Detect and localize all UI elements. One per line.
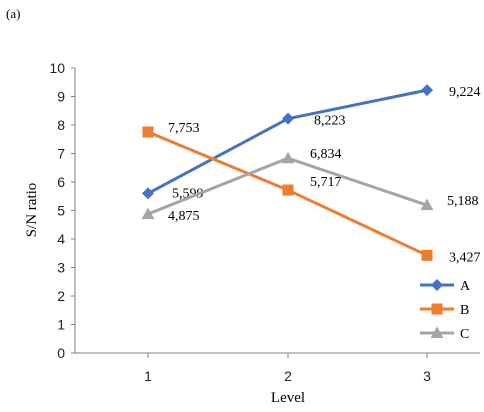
data-point-C <box>281 151 295 164</box>
panel-label: (a) <box>6 6 21 21</box>
legend-item-C: C <box>420 326 469 342</box>
series-C: 4,875 6,834 5,188 <box>141 147 479 224</box>
legend-marker <box>431 279 443 291</box>
data-point-B <box>142 126 154 138</box>
legend-marker <box>430 326 444 338</box>
y-tick-label: 1 <box>57 317 65 333</box>
x-tick-label: 1 <box>144 368 152 384</box>
x-tick-label: 2 <box>284 368 292 384</box>
y-tick-label: 5 <box>57 203 65 219</box>
series-B: 7,753 5,717 3,427 <box>142 121 481 265</box>
data-label: 6,834 <box>310 147 342 162</box>
x-tick-labels: 1 2 3 <box>144 353 431 384</box>
data-label: 3,427 <box>449 250 481 265</box>
y-tick-label: 8 <box>57 117 65 133</box>
data-point-B <box>282 184 294 196</box>
y-tick-label: 10 <box>49 60 65 76</box>
legend-item-B: B <box>420 303 469 318</box>
data-label: 7,753 <box>168 121 200 136</box>
x-tick-label: 3 <box>423 368 431 384</box>
data-point-C <box>420 198 434 211</box>
y-tick-labels: 0 1 2 3 4 5 6 7 8 9 10 <box>49 60 75 361</box>
data-point-A <box>142 187 154 200</box>
data-label: 5,717 <box>310 175 342 190</box>
y-tick-label: 7 <box>57 146 65 162</box>
axes <box>74 68 480 354</box>
data-point-A <box>421 84 433 97</box>
legend-label: C <box>460 327 469 342</box>
data-point-A <box>282 112 294 125</box>
y-tick-label: 0 <box>57 345 65 361</box>
data-point-C <box>141 207 155 220</box>
x-axis-title: Level <box>271 390 305 406</box>
data-label: 5,599 <box>172 186 204 201</box>
data-label: 9,224 <box>449 85 481 100</box>
legend-label: B <box>460 303 469 318</box>
data-label: 4,875 <box>168 209 200 224</box>
series-group: 5,599 8,223 9,224 7,753 5,717 3,427 4,875 6,834… <box>141 84 481 265</box>
y-tick-label: 9 <box>57 89 65 105</box>
legend-item-A: A <box>420 279 471 294</box>
legend: ABC <box>420 279 471 342</box>
legend-label: A <box>460 279 471 294</box>
y-tick-label: 3 <box>57 260 65 276</box>
series-line-A <box>147 88 428 195</box>
y-tick-label: 2 <box>57 288 65 304</box>
data-point-B <box>421 249 433 261</box>
y-axis-title: S/N ratio <box>24 183 40 238</box>
data-label: 8,223 <box>314 114 346 129</box>
y-tick-label: 4 <box>57 231 65 247</box>
y-tick-label: 6 <box>57 174 65 190</box>
series-A: 5,599 8,223 9,224 <box>142 84 481 201</box>
data-label: 5,188 <box>447 194 479 209</box>
legend-marker <box>431 303 443 315</box>
